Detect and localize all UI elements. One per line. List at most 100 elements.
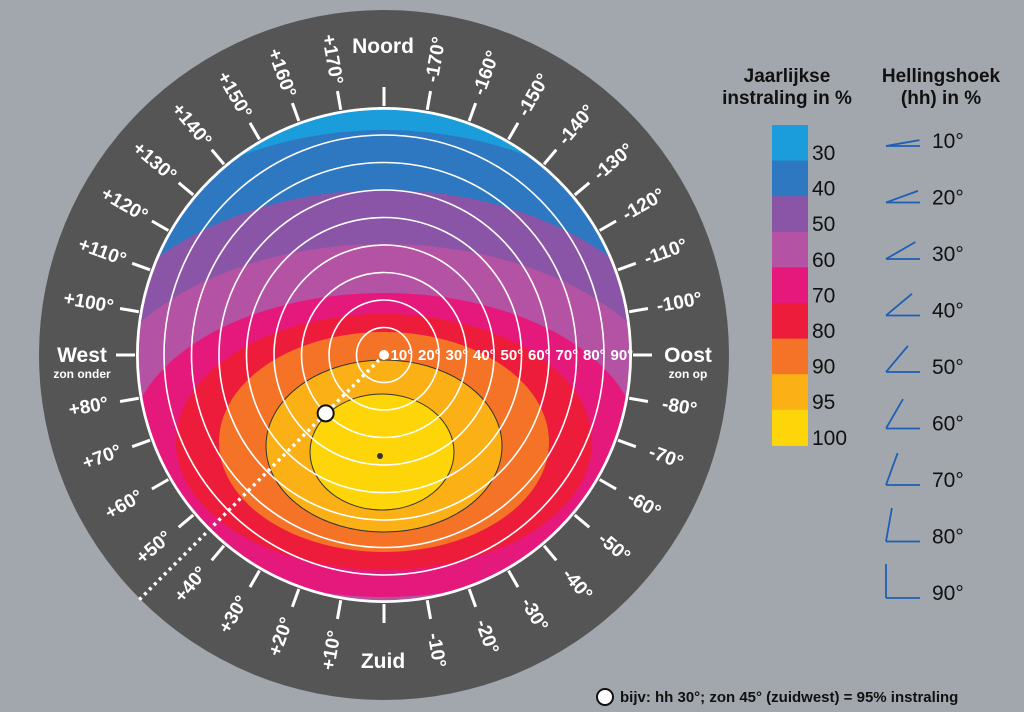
azimuth-tick	[290, 588, 301, 608]
tilt-ring-label: 90°	[611, 347, 634, 364]
irradiance-zones	[138, 109, 630, 601]
azimuth-tick	[598, 478, 617, 491]
tilt-angle-line	[885, 398, 904, 429]
tilt-rings	[137, 108, 631, 602]
legend-swatch	[772, 125, 808, 162]
azimuth-tick	[210, 148, 226, 166]
legend-value: 60	[812, 249, 835, 272]
legend-value: 40	[812, 178, 835, 201]
tilt-title-line1: Hellingshoek	[881, 66, 1001, 87]
tilt-legend: 10° 20° 30° 40° 50° 60° 70° 80° 90°	[885, 130, 964, 605]
tilt-value: 90°	[932, 582, 964, 605]
tilt-angle-line	[885, 345, 909, 373]
azimuth-tick	[177, 513, 195, 529]
tilt-angle-line	[885, 139, 920, 147]
legend-value: 30	[812, 142, 835, 165]
zone-100	[309, 393, 455, 511]
tilt-angle-line	[885, 190, 919, 204]
azimuth-tick	[425, 599, 433, 620]
tilt-value: 80°	[932, 526, 964, 549]
tilt-ring-label: 80°	[583, 347, 606, 364]
azimuth-tick	[248, 122, 261, 141]
tilt-title-line2: (hh) in %	[900, 88, 982, 109]
example-note-text: bijv: hh 30°; zon 45° (zuidwest) = 95% i…	[620, 688, 959, 706]
east-label: Oost	[664, 344, 712, 367]
azimuth-tick	[131, 261, 151, 272]
legend-value: 50	[812, 213, 835, 236]
azimuth-tick	[628, 306, 649, 314]
tilt-value: 60°	[932, 413, 964, 436]
azimuth-tick	[507, 122, 520, 141]
tilt-value: 40°	[932, 300, 964, 323]
tilt-value: 30°	[932, 243, 964, 266]
azimuth-tick	[335, 90, 343, 111]
legend-value: 95	[812, 391, 835, 414]
azimuth-tick	[151, 219, 170, 232]
tilt-ring-labels: 10° 20° 30° 40° 50° 60° 70° 80° 90°	[391, 347, 634, 364]
tilt-angle-line	[885, 507, 893, 542]
legend-swatch	[772, 303, 808, 340]
legend-value: 70	[812, 284, 835, 307]
azimuth-tick	[598, 219, 617, 232]
tilt-ring	[273, 244, 495, 466]
tilt-value: 70°	[932, 469, 964, 492]
azimuth-tick	[617, 438, 637, 449]
azimuth-tick	[335, 599, 343, 620]
optimum-dot	[377, 453, 383, 459]
azimuth-tick	[573, 513, 591, 529]
tilt-ring-label: 10°	[391, 347, 414, 364]
azimuth-tick	[542, 148, 558, 166]
tilt-ring	[355, 326, 413, 384]
irradiance-legend-values: 30 40 50 60 70 80 90 95 100	[812, 142, 847, 450]
azimuth-tick	[131, 438, 151, 449]
east-sub-label: zon op	[669, 367, 708, 381]
azimuth-tick	[119, 396, 140, 404]
irradiance-legend-title: Jaarlijkse instraling in %	[704, 66, 870, 110]
tilt-ring-label: 20°	[418, 347, 441, 364]
azimuth-ticks	[116, 87, 652, 623]
legend-swatch	[772, 231, 808, 268]
north-label: Noord	[352, 35, 414, 58]
legend-value: 100	[812, 427, 847, 450]
tilt-ring	[137, 108, 631, 602]
tilt-ring	[218, 189, 550, 521]
legend-swatch	[772, 409, 808, 446]
azimuth-tick	[467, 588, 478, 608]
legend-swatch	[772, 338, 808, 375]
tilt-ring-label: 70°	[556, 347, 579, 364]
azimuth-tick	[151, 478, 170, 491]
legend-swatch	[772, 196, 808, 233]
tilt-ring	[300, 271, 468, 439]
tilt-ring-label: 50°	[501, 347, 524, 364]
azimuth-tick	[177, 181, 195, 197]
tilt-legend-title: Hellingshoek (hh) in %	[866, 66, 1016, 110]
legend-swatch	[772, 267, 808, 304]
legend-value: 90	[812, 356, 835, 379]
tilt-ring-label: 60°	[528, 347, 551, 364]
west-sub-label: zon onder	[53, 367, 111, 381]
center-dot	[379, 350, 389, 360]
azimuth-tick	[628, 396, 649, 404]
azimuth-tick	[290, 102, 301, 122]
tilt-ring	[190, 161, 578, 549]
azimuth-tick	[248, 569, 261, 588]
tilt-angle-line	[885, 452, 899, 486]
azimuth-tick	[573, 181, 591, 197]
tilt-angle-line	[885, 292, 913, 317]
legend-swatch	[772, 374, 808, 411]
example-note-dot	[596, 688, 614, 706]
tilt-ring	[328, 299, 440, 411]
tilt-value: 50°	[932, 356, 964, 379]
legend-value: 80	[812, 320, 835, 343]
azimuth-tick	[210, 544, 226, 562]
tilt-ring-label: 40°	[473, 347, 496, 364]
legend-swatch	[772, 160, 808, 197]
tilt-ring	[245, 216, 523, 494]
azimuth-tick	[617, 261, 637, 272]
tilt-ring-label: 30°	[446, 347, 469, 364]
south-label: Zuid	[361, 650, 405, 673]
tilt-angle-line	[885, 241, 916, 260]
example-marker	[316, 404, 335, 423]
irradiance-title-line1: Jaarlijkse	[743, 66, 831, 87]
